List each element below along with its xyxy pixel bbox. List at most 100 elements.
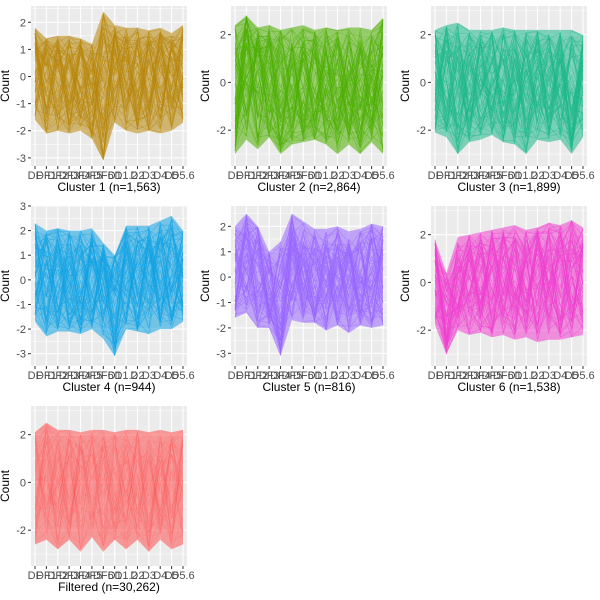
- series-line: [34, 229, 184, 331]
- y-tick-label: 2: [220, 221, 226, 233]
- x-tick-label: D4: [553, 170, 567, 182]
- series-line: [234, 215, 384, 327]
- series-line: [234, 31, 384, 119]
- series-line: [34, 435, 184, 535]
- y-tick-label: 2: [420, 230, 426, 242]
- series-line: [234, 216, 384, 337]
- series-line: [34, 436, 184, 547]
- series-line: [234, 19, 384, 144]
- series-line: [434, 229, 584, 341]
- x-tick-label: D1: [108, 370, 122, 382]
- x-tick-label: DF3: [59, 170, 80, 182]
- x-tick-label: D5: [165, 570, 179, 582]
- series-line: [34, 231, 184, 330]
- series-line: [434, 32, 584, 144]
- series-line: [234, 29, 384, 141]
- x-tick-label: DF5: [82, 570, 103, 582]
- series-line: [34, 432, 184, 547]
- x-tick-label: DF2: [447, 370, 468, 382]
- series-line: [34, 433, 184, 550]
- chart-panel-1: -3-2-1012DFDF1DF2DF3DF4DF5DF6D1D1.2D2D3D…: [0, 6, 195, 194]
- series-line: [234, 232, 384, 321]
- series-line: [34, 434, 184, 527]
- series-line: [434, 228, 584, 326]
- series-line: [34, 432, 184, 549]
- x-tick-label: DF2: [447, 170, 468, 182]
- y-tick-label: 0: [20, 72, 26, 84]
- series-line: [234, 41, 384, 144]
- series-line: [34, 429, 184, 548]
- y-tick-label: 0: [220, 272, 226, 284]
- series-line: [34, 432, 184, 546]
- series-lines: [34, 422, 184, 552]
- x-tick-label: D1.2: [314, 170, 337, 182]
- x-tick-label: DF5: [282, 370, 303, 382]
- x-tick-label: D1.2: [114, 570, 137, 582]
- x-tick-label: D2: [130, 370, 144, 382]
- chart-panel-3: -2 0 2 DFDF1DF2DF3DF4DF5DF6D1D1.2D2D3D4D5D5…: [398, 6, 595, 194]
- x-tick-label: DF1: [436, 370, 457, 382]
- series-line: [34, 438, 184, 544]
- series-line: [34, 14, 184, 138]
- y-tick-label: 1: [220, 247, 226, 259]
- series-line: [434, 225, 584, 327]
- x-tick-label: DF2: [47, 170, 68, 182]
- x-tick-label: DF1: [236, 370, 257, 382]
- x-tick-label: DF4: [470, 170, 491, 182]
- series-line: [34, 436, 184, 534]
- y-tick-label: 1: [20, 44, 26, 56]
- x-tick-label: DF1: [236, 170, 257, 182]
- series-line: [34, 439, 184, 541]
- series-line: [34, 34, 184, 126]
- x-tick-label: DF6: [293, 370, 314, 382]
- y-tick-label: -1: [216, 298, 226, 310]
- y-tick-label: 2: [20, 17, 26, 29]
- x-tick-label: D5.6: [171, 570, 194, 582]
- x-tick-label: D1.2: [314, 370, 337, 382]
- x-tick-label: D1.2: [514, 370, 537, 382]
- x-tick-label: DF5: [482, 370, 503, 382]
- chart-panel-4: -3 -2 -1 0 1 2 3 DFDF1DF2DF3DF4DF5DF6D1D1.2D2D3…: [0, 201, 195, 394]
- series-line: [434, 32, 584, 150]
- x-tick-label: D5.6: [171, 170, 194, 182]
- series-line: [34, 228, 184, 332]
- series-line: [234, 231, 384, 355]
- series-line: [434, 246, 584, 348]
- series-line: [234, 30, 384, 139]
- series-line: [234, 23, 384, 119]
- series-line: [234, 51, 384, 149]
- x-tick-label: D4: [153, 370, 167, 382]
- x-tick-label: DF1: [436, 170, 457, 182]
- series-line: [34, 424, 184, 547]
- y-tick-label: 0: [420, 77, 426, 89]
- series-line: [434, 231, 584, 337]
- series-line: [34, 433, 184, 549]
- series-line: [234, 21, 384, 125]
- series-line: [34, 33, 184, 130]
- x-tick-label: DF1: [36, 170, 57, 182]
- y-axis-title: Count: [198, 69, 212, 102]
- series-lines: [434, 219, 584, 356]
- series-line: [34, 34, 184, 138]
- x-tick-label: D5: [565, 170, 579, 182]
- y-tick-label: -2: [216, 323, 226, 335]
- x-tick-label: D1: [508, 170, 522, 182]
- x-tick-label: D5.6: [171, 370, 194, 382]
- y-tick-label: -2: [16, 126, 26, 138]
- y-tick-label: 1: [20, 250, 26, 262]
- panel-title: Filtered (n=30,262): [58, 580, 160, 594]
- series-lines: [234, 213, 384, 356]
- series-line: [34, 437, 184, 533]
- y-tick-label: 3: [20, 201, 26, 213]
- x-tick-label: D5.6: [371, 170, 394, 182]
- series-line: [234, 28, 384, 153]
- x-tick-label: D5: [365, 370, 379, 382]
- x-tick-label: DF3: [459, 370, 480, 382]
- x-tick-label: DF3: [259, 170, 280, 182]
- series-line: [34, 444, 184, 551]
- series-line: [34, 441, 184, 548]
- x-tick-label: D1.2: [114, 170, 137, 182]
- series-line: [34, 429, 184, 536]
- y-tick-label: 0: [220, 77, 226, 89]
- y-axis-title: Count: [398, 69, 412, 102]
